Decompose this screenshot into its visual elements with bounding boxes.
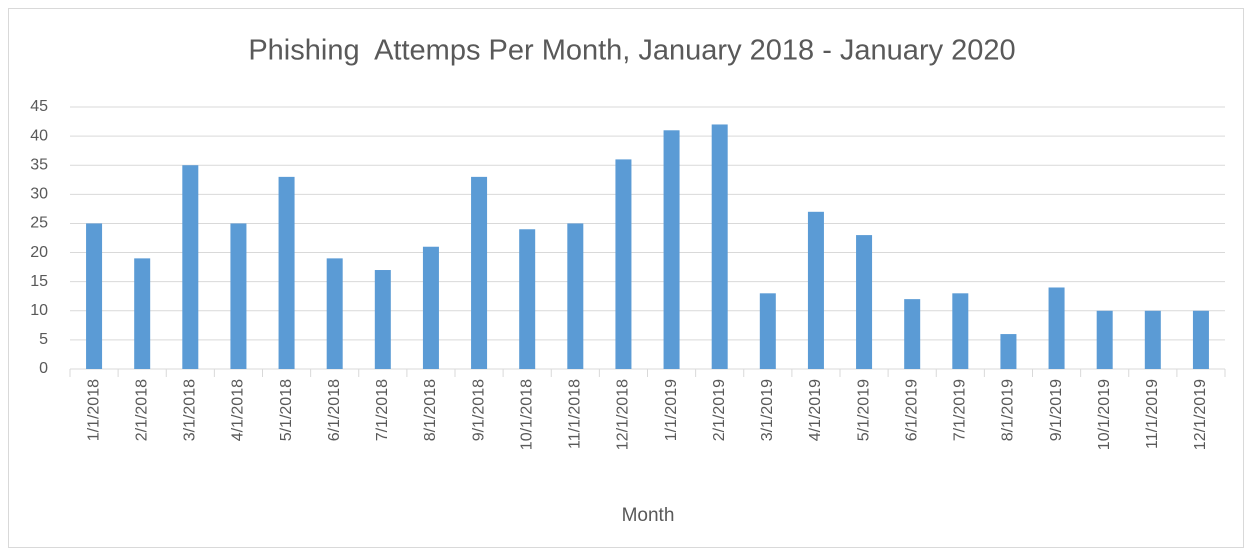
bar [807,211,824,369]
bar [663,130,680,369]
x-tick-label: 11/1/2019 [1144,379,1161,449]
bar [374,270,391,369]
x-tick-label: 11/1/2018 [567,379,584,449]
bar [1144,310,1161,369]
bar [1192,310,1209,369]
bar [422,246,439,369]
y-tick-label: 15 [30,273,48,290]
x-tick-label: 5/1/2018 [278,379,295,441]
x-tick-label: 1/1/2019 [663,379,680,441]
y-tick-label: 25 [30,215,48,232]
y-tick-label: 40 [30,127,48,144]
y-tick-label: 35 [30,156,48,173]
bar [519,229,536,369]
y-tick-label: 45 [30,98,48,115]
x-tick-label: 3/1/2018 [182,379,199,441]
y-tick-label: 20 [30,244,48,261]
bar [326,258,343,369]
x-tick-label: 1/1/2018 [85,379,102,441]
bar [1096,310,1113,369]
bar [134,258,151,369]
x-tick-label: 9/1/2019 [1048,379,1065,441]
bar [278,176,295,369]
bar [1048,287,1065,369]
x-tick-label: 2/1/2018 [133,379,150,441]
x-tick-label: 9/1/2018 [470,379,487,441]
bar [856,235,873,369]
x-tick-label: 4/1/2018 [230,379,247,441]
y-tick-label: 0 [39,360,48,377]
chart-title: Phishing Attemps Per Month, January 2018… [248,35,1015,67]
x-tick-label: 12/1/2018 [615,379,632,450]
x-tick-label: 4/1/2019 [807,379,824,441]
bar [952,293,969,369]
x-tick-label: 10/1/2019 [1096,379,1113,450]
bar [182,165,199,369]
bar [711,124,728,369]
x-tick-label: 10/1/2018 [518,379,535,450]
x-tick-label: 6/1/2019 [903,379,920,441]
x-tick-label: 8/1/2019 [1000,379,1017,441]
bar [471,176,488,369]
x-tick-label: 7/1/2019 [952,379,969,441]
bar [759,293,776,369]
y-tick-label: 30 [30,186,48,203]
x-tick-label: 3/1/2019 [759,379,776,441]
x-tick-label: 7/1/2018 [374,379,391,441]
bar [1000,334,1017,369]
x-tick-label: 5/1/2019 [855,379,872,441]
bar [615,159,632,369]
x-tick-label: 6/1/2018 [326,379,343,441]
bar [230,223,247,369]
bar [567,223,584,369]
x-tick-label: 2/1/2019 [711,379,728,441]
bar [86,223,103,369]
y-tick-label: 10 [30,302,48,319]
x-tick-label: 12/1/2019 [1192,379,1209,450]
x-axis-label: Month [622,505,675,526]
y-tick-label: 5 [39,331,48,348]
x-tick-label: 8/1/2018 [422,379,439,441]
bar [904,299,921,369]
